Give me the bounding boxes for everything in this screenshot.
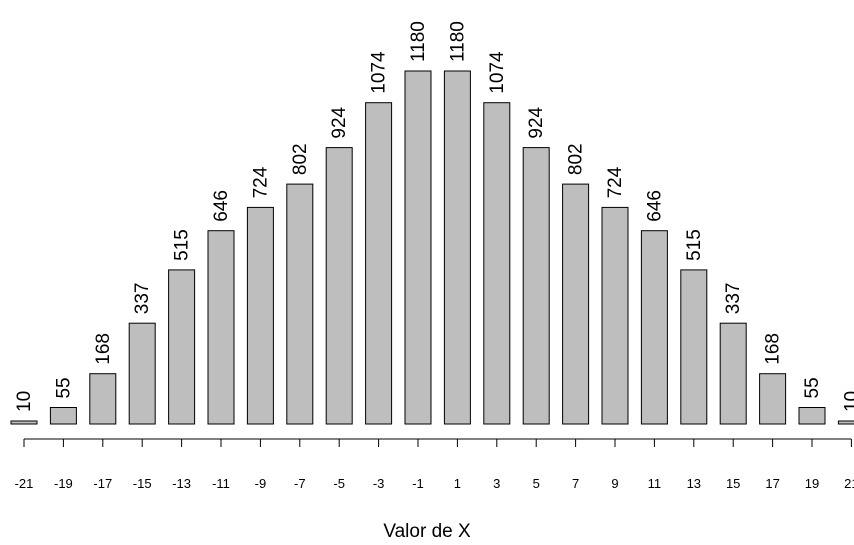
bar-value-label: 1180	[408, 21, 429, 62]
bar-value-label: 55	[53, 377, 74, 398]
bar-value-label: 924	[329, 106, 350, 138]
bar-value-label: 802	[566, 143, 587, 175]
x-axis-title: Valor de X	[383, 521, 471, 542]
bar-value-label: 1074	[369, 51, 390, 94]
bar-value-label: 168	[93, 333, 114, 365]
bar-value-label: 924	[526, 106, 547, 138]
bar-value-label: 337	[132, 282, 153, 314]
bar	[365, 102, 393, 425]
x-tick-label: 13	[687, 476, 701, 491]
x-tick-label: -7	[294, 476, 306, 491]
x-tick-label: 21	[844, 476, 854, 491]
bar	[522, 147, 550, 425]
x-tick-label: 17	[765, 476, 779, 491]
x-tick-label: -17	[93, 476, 112, 491]
x-tick-label: -3	[373, 476, 385, 491]
bar	[719, 322, 747, 425]
bar-value-label: 515	[172, 229, 193, 261]
x-tick-label: -19	[54, 476, 73, 491]
bars-group	[10, 70, 854, 425]
bar	[286, 183, 314, 425]
bar	[483, 102, 511, 425]
x-tick-label: 11	[648, 476, 662, 491]
bar	[207, 230, 235, 425]
bar	[49, 407, 77, 425]
x-tick-label: -13	[172, 476, 191, 491]
x-tick-label: -11	[212, 476, 230, 491]
bar	[640, 230, 668, 425]
x-tick-label: 15	[726, 476, 740, 491]
x-tick-label: -1	[412, 476, 424, 491]
bar-value-label: 515	[684, 229, 705, 261]
bar-value-label: 724	[605, 166, 626, 198]
bar	[601, 206, 629, 425]
bar	[128, 322, 156, 425]
bar	[246, 206, 274, 425]
bar	[404, 70, 432, 425]
bar	[89, 373, 117, 425]
bar-value-label: 802	[290, 143, 311, 175]
x-tick-labels-group: -21 -19 -17 -15 -13 -11 -9 -7 -5 -3 -1 1 3 5 7 9 11 13 15 1…	[15, 476, 854, 491]
x-tick-label: 3	[493, 476, 500, 491]
x-tick-label: 7	[572, 476, 579, 491]
x-tick-label: -9	[255, 476, 267, 491]
bar-value-label: 1180	[447, 21, 468, 62]
x-tick-label: 9	[611, 476, 618, 491]
bar	[443, 70, 471, 425]
bar-value-label: 10	[841, 391, 854, 412]
bar	[680, 269, 708, 425]
bar-value-label: 337	[723, 282, 744, 314]
bar-value-label: 646	[211, 190, 232, 222]
bar	[325, 147, 353, 425]
x-tick-label: -5	[333, 476, 345, 491]
x-tick-label: 19	[805, 476, 819, 491]
x-ticks-group	[23, 439, 852, 447]
bar	[837, 420, 854, 425]
bar	[168, 269, 196, 425]
x-tick-label: 5	[533, 476, 540, 491]
bar	[562, 183, 590, 425]
bar-value-label: 646	[644, 190, 665, 222]
bar-value-label: 1074	[487, 51, 508, 94]
bar	[10, 420, 38, 425]
bar-value-label: 10	[14, 391, 35, 412]
bar-value-label: 55	[802, 377, 823, 398]
x-tick-label: -21	[15, 476, 34, 491]
bar	[798, 407, 826, 425]
bar-value-label: 724	[250, 166, 271, 198]
x-tick-label: -15	[133, 476, 152, 491]
x-tick-label: 1	[454, 476, 461, 491]
bar	[759, 373, 787, 425]
bar-value-label: 168	[763, 333, 784, 365]
